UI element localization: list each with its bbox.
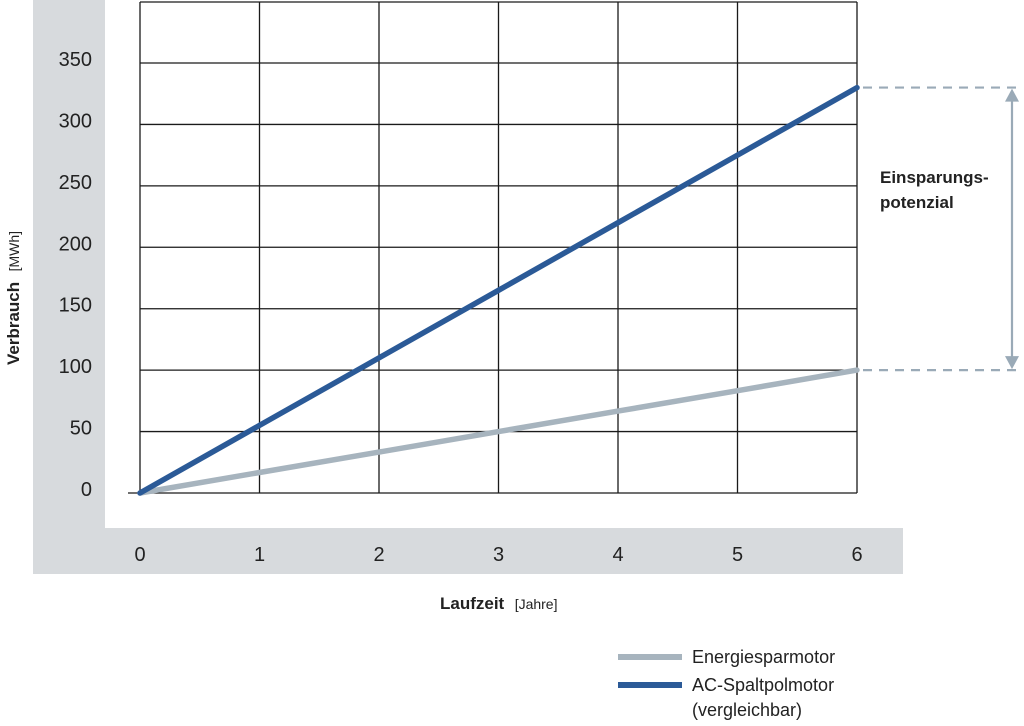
series-line-energiesparmotor: [137, 367, 860, 496]
legend: Energiesparmotor AC-Spaltpolmotor (vergl…: [618, 647, 835, 720]
x-tick-label-0: 0: [134, 544, 145, 566]
x-tick-label-5: 5: [732, 544, 743, 566]
annotation-line-2: potenzial: [880, 193, 954, 212]
y-axis-unit: [MWh]: [6, 231, 22, 271]
x-tick-label-1: 1: [254, 544, 265, 566]
y-tick-label-350: 350: [59, 49, 92, 71]
annotation-line-1: Einsparungs-: [880, 168, 989, 187]
x-tick-label-6: 6: [851, 544, 862, 566]
y-tick-label-250: 250: [59, 172, 92, 194]
y-tick-label-50: 50: [70, 418, 92, 440]
x-axis-label: Laufzeit [Jahre]: [440, 594, 558, 613]
x-tick-label-2: 2: [373, 544, 384, 566]
frame-left: [33, 0, 105, 574]
y-tick-label-150: 150: [59, 295, 92, 317]
y-axis-title: Verbrauch: [4, 282, 23, 365]
y-tick-labels: 0 50 100 150 200 250 300 350: [59, 49, 92, 501]
x-axis-unit: [Jahre]: [515, 596, 558, 612]
legend-label-energiesparmotor: Energiesparmotor: [692, 647, 835, 667]
axis-labels: Laufzeit [Jahre] Verbrauch [MWh]: [4, 231, 558, 613]
y-tick-label-100: 100: [59, 356, 92, 378]
arrow-head-down-icon: [1005, 356, 1019, 370]
x-tick-label-3: 3: [493, 544, 504, 566]
x-tick-labels: 0 1 2 3 4 5 6: [134, 544, 862, 566]
y-axis-label: Verbrauch [MWh]: [4, 231, 23, 365]
legend-label-ac-spaltpolmotor-sub: (vergleichbar): [692, 700, 802, 720]
x-axis-title: Laufzeit: [440, 594, 505, 613]
y-tick-label-200: 200: [59, 233, 92, 255]
arrow-head-up-icon: [1005, 88, 1019, 102]
x-tick-label-4: 4: [612, 544, 623, 566]
series-lines: [137, 84, 860, 496]
legend-label-ac-spaltpolmotor: AC-Spaltpolmotor: [692, 675, 834, 695]
frame-bottom: [33, 528, 903, 574]
y-tick-label-300: 300: [59, 110, 92, 132]
y-tick-label-0: 0: [81, 479, 92, 501]
series-line-ac-spaltpolmotor-vergleichbar: [137, 84, 860, 496]
savings-annotation: Einsparungs- potenzial: [863, 86, 1020, 372]
